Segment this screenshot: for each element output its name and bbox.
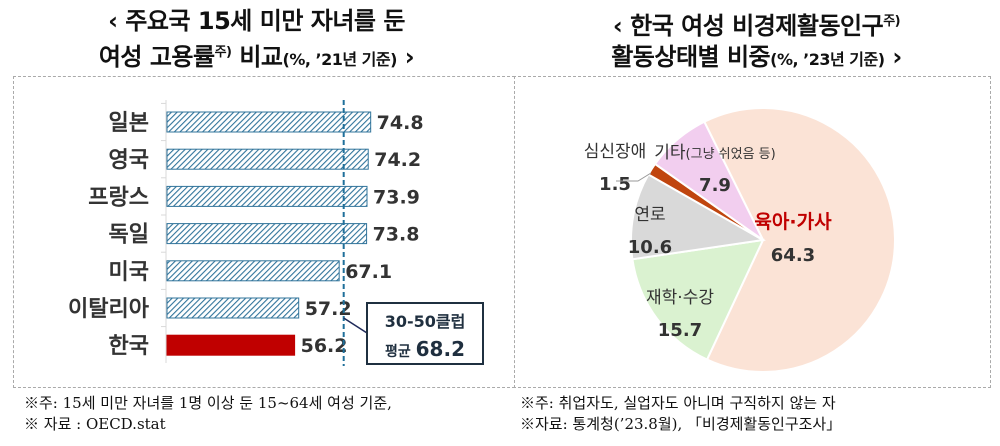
slice-label: 기타(그냥 쉬었음 등) <box>654 143 775 163</box>
slice-value: 7.9 <box>699 175 731 196</box>
left-footnote: ※주: 15세 미만 자녀를 1명 이상 둔 15~64세 여성 기준, ※ 자… <box>24 393 392 435</box>
callout-prefix: 평균 <box>385 343 416 360</box>
right-title-line2: 활동상태별 비중(%, ’23년 기준) › <box>513 42 1000 75</box>
right-title-main2: 활동상태별 비중 <box>611 43 771 71</box>
callout-value: 평균 68.2 <box>385 337 465 361</box>
data-label: 73.8 <box>373 224 420 246</box>
category-label: 영국 <box>109 148 149 173</box>
callout-leader <box>343 317 368 334</box>
slice-value: 64.3 <box>771 245 815 266</box>
slice-value: 10.6 <box>628 237 672 258</box>
right-footnote: ※주: 취업자도, 실업자도 아니며 구직하지 않는 자 ※자료: 통계청(’2… <box>520 393 841 435</box>
pie-slice-육아·가사 <box>702 107 896 373</box>
right-source: ※자료: 통계청(’23.8월), 「비경제활동인구조사」 <box>520 415 842 433</box>
bar-미국 <box>166 260 340 282</box>
slice-leader-line <box>616 172 652 182</box>
bar-chart: 일본 74.8 영국 74.2 프랑스 73.9 독일 73.8 미국 67.1 이탈리아 57.2 한… <box>68 100 484 366</box>
data-label: 67.1 <box>345 261 392 283</box>
slice-label: 심신장애 <box>584 142 647 162</box>
left-source: ※ 자료 : OECD.stat <box>24 415 166 433</box>
slice-name: 육아·가사 <box>754 211 832 233</box>
bar-일본 <box>166 111 372 133</box>
left-title-main: 여성 고용률 <box>98 43 215 71</box>
slice-name: 기타 <box>654 143 686 163</box>
slice-name: 연로 <box>634 205 665 225</box>
data-label: 73.9 <box>373 186 420 208</box>
left-title-unit: (%, ’21년 기준) <box>282 50 398 69</box>
bar-프랑스 <box>166 185 368 207</box>
left-title-line2: 여성 고용률주) 비교(%, ’21년 기준) › <box>0 37 513 75</box>
data-label: 57.2 <box>305 298 352 320</box>
right-title-main: ‹ 한국 여성 비경제활동인구 <box>612 12 884 40</box>
slice-label: 육아·가사 <box>754 211 832 233</box>
footnote-mark: 주) <box>214 45 232 60</box>
slice-value: 15.7 <box>658 320 702 341</box>
category-label: 미국 <box>109 260 149 285</box>
data-label: 56.2 <box>301 335 348 357</box>
slice-label: 재학·수강 <box>646 288 714 308</box>
category-label: 이탈리아 <box>68 297 150 322</box>
left-chart-frame <box>13 76 515 388</box>
category-label: 한국 <box>109 334 149 359</box>
footnote-mark: 주) <box>883 14 901 29</box>
right-title-end: › <box>884 43 902 71</box>
category-label: 일본 <box>109 111 149 136</box>
left-title-end: › <box>396 43 415 71</box>
left-title-line1: ‹ 주요국 15세 미만 자녀를 둔 <box>108 7 405 35</box>
bar-한국 <box>166 334 296 356</box>
callout-label: 30-50클럽 <box>385 312 466 331</box>
pie-slice-재학·수강 <box>631 238 765 361</box>
pie-slice-기타 <box>653 120 764 241</box>
pie-chart: 육아·가사 64.3 재학·수강 15.7 연로 10.6 심신장애 1.5 기타(그냥 쉬었음… <box>584 107 896 373</box>
average-callout-box <box>366 302 484 365</box>
slice-name: 재학·수강 <box>646 288 714 308</box>
right-chart-title: ‹ 한국 여성 비경제활동인구주) 활동상태별 비중(%, ’23년 기준) › <box>513 6 1000 75</box>
bar-영국 <box>166 148 369 170</box>
slice-label: 연로 <box>634 205 665 225</box>
right-chart-frame <box>513 76 991 388</box>
left-note: ※주: 15세 미만 자녀를 1명 이상 둔 15~64세 여성 기준, <box>24 394 392 412</box>
right-title-line1: ‹ 한국 여성 비경제활동인구주) <box>513 6 1000 42</box>
data-label: 74.8 <box>377 112 424 134</box>
right-title-unit: (%, ’23년 기준) <box>770 50 885 69</box>
data-label: 74.2 <box>374 149 421 171</box>
category-label: 독일 <box>109 223 149 248</box>
category-label: 프랑스 <box>88 185 149 210</box>
slice-value: 1.5 <box>599 174 631 195</box>
left-chart-title: ‹ 주요국 15세 미만 자녀를 둔 여성 고용률주) 비교(%, ’21년 기… <box>0 6 513 75</box>
slice-name-suffix: (그냥 쉬었음 등) <box>686 147 776 162</box>
left-title-tail: 비교 <box>231 43 283 71</box>
bar-독일 <box>166 223 368 245</box>
pie-slice-연로 <box>630 173 767 261</box>
callout-number: 68.2 <box>416 337 465 361</box>
bar-이탈리아 <box>166 297 300 319</box>
right-note: ※주: 취업자도, 실업자도 아니며 구직하지 않는 자 <box>520 394 836 412</box>
slice-name: 심신장애 <box>584 142 647 162</box>
